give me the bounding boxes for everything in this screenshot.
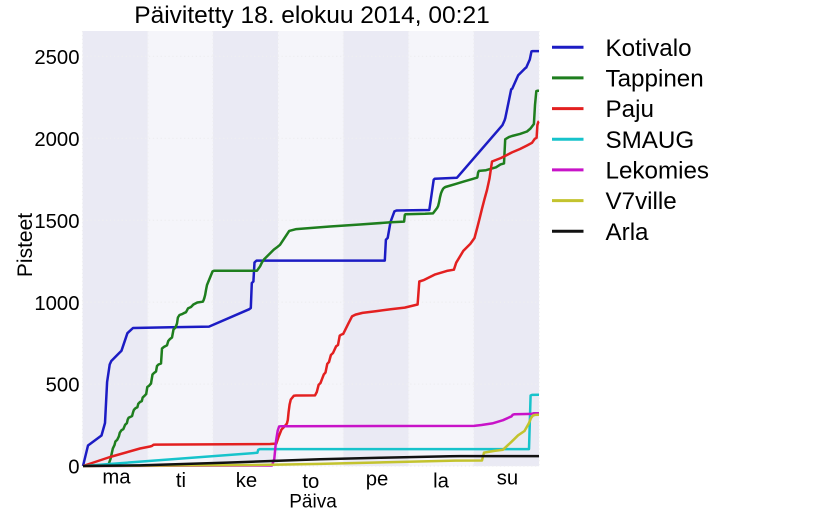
svg-text:0: 0 — [68, 457, 79, 479]
svg-text:ti: ti — [176, 470, 186, 492]
svg-text:su: su — [497, 468, 518, 490]
svg-text:1500: 1500 — [34, 211, 79, 233]
svg-text:Arla: Arla — [606, 219, 650, 246]
svg-text:Kotivalo: Kotivalo — [606, 35, 692, 62]
svg-text:Pisteet: Pisteet — [14, 213, 37, 277]
svg-text:la: la — [433, 471, 450, 493]
svg-text:Tappinen: Tappinen — [606, 66, 704, 93]
svg-text:2000: 2000 — [34, 129, 79, 151]
svg-text:Päivitetty 18. elokuu 2014, 00: Päivitetty 18. elokuu 2014, 00:21 — [134, 2, 490, 29]
svg-text:Päiva: Päiva — [289, 491, 337, 512]
svg-text:Lekomies: Lekomies — [606, 158, 710, 185]
svg-text:2500: 2500 — [34, 47, 79, 69]
svg-text:1000: 1000 — [34, 293, 79, 315]
svg-text:to: to — [302, 471, 319, 493]
svg-text:pe: pe — [366, 469, 389, 491]
svg-text:ma: ma — [102, 466, 131, 488]
svg-text:500: 500 — [46, 375, 80, 397]
svg-text:V7ville: V7ville — [606, 188, 677, 215]
svg-text:SMAUG: SMAUG — [606, 127, 695, 154]
svg-text:ke: ke — [236, 470, 257, 492]
svg-text:Paju: Paju — [606, 96, 654, 123]
